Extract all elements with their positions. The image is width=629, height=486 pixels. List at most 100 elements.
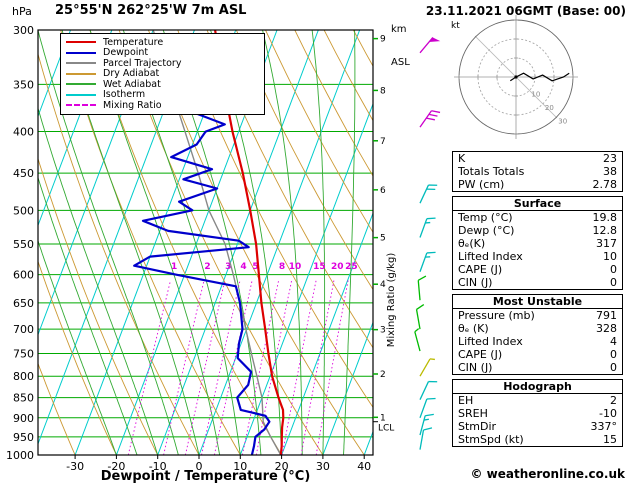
legend-item-isotherm: Isotherm — [66, 89, 259, 101]
stat-row: StmSpd (kt) 15 — [453, 433, 622, 446]
parcel-line-swatch — [66, 62, 96, 65]
most-unstable-box: Most Unstable Pressure (mb) 791 θₑ (K) 328… — [452, 294, 623, 375]
svg-text:LCL: LCL — [378, 424, 394, 434]
svg-text:600: 600 — [13, 269, 34, 282]
mixing-ratio-axis-label: Mixing Ratio (g/kg) — [386, 253, 397, 348]
section-title-most-unstable: Most Unstable — [453, 295, 622, 309]
svg-text:30: 30 — [316, 460, 330, 473]
legend-item-temperature: Temperature — [66, 37, 259, 48]
svg-text:30: 30 — [558, 117, 567, 125]
svg-text:9: 9 — [380, 35, 386, 45]
svg-text:950: 950 — [13, 431, 34, 444]
svg-text:20: 20 — [331, 262, 344, 272]
stat-row: θₑ (K) 328 — [453, 322, 622, 335]
wind-barb — [419, 397, 436, 419]
legend-label: Mixing Ratio — [103, 99, 162, 111]
svg-text:800: 800 — [13, 370, 34, 383]
stat-row: CAPE (J) 0 — [453, 263, 622, 276]
wet-adiabat-line-swatch — [66, 83, 96, 86]
svg-text:1: 1 — [171, 262, 177, 272]
svg-text:15: 15 — [313, 262, 326, 272]
stat-value: 10 — [603, 250, 617, 263]
stat-value: 0 — [610, 263, 617, 276]
section-title-hodograph: Hodograph — [453, 380, 622, 394]
indices-panel: K 23 Totals Totals 38 PW (cm) 2.78 Surface … — [452, 151, 623, 451]
dry-adiabat-line-swatch — [66, 72, 96, 75]
svg-text:kt: kt — [451, 21, 460, 31]
legend-label: Parcel Trajectory — [103, 57, 182, 69]
stat-value: 791 — [596, 309, 617, 322]
legend-label: Dewpoint — [103, 47, 149, 59]
stat-value: 12.8 — [592, 224, 618, 237]
stat-label: PW (cm) — [458, 178, 505, 191]
svg-text:25: 25 — [345, 262, 358, 272]
stat-row: StmDir 337° — [453, 420, 622, 433]
svg-text:350: 350 — [13, 78, 34, 91]
stat-row: Pressure (mb) 791 — [453, 309, 622, 322]
asl-label: ASL — [391, 57, 410, 68]
svg-text:400: 400 — [13, 126, 34, 139]
wind-barb — [414, 328, 421, 352]
svg-text:650: 650 — [13, 297, 34, 310]
stat-value: 15 — [603, 433, 617, 446]
dewpoint-curve — [133, 88, 271, 455]
stat-row: θₑ(K) 317 — [453, 237, 622, 250]
svg-text:10: 10 — [233, 460, 247, 473]
stat-value: -10 — [599, 407, 617, 420]
temperature-curve — [214, 30, 285, 455]
legend-label: Temperature — [103, 36, 164, 48]
stat-value: 2.78 — [592, 178, 618, 191]
stat-value: 23 — [603, 152, 617, 165]
wind-barb — [415, 304, 425, 330]
wind-barb — [419, 380, 438, 400]
legend-label: Isotherm — [103, 89, 146, 101]
svg-text:40: 40 — [357, 460, 371, 473]
svg-text:5: 5 — [252, 262, 258, 272]
hodograph-stats-box: Hodograph EH 2 SREH -10 StmDir 337° StmSpd … — [452, 379, 623, 447]
stat-row: CIN (J) 0 — [453, 276, 622, 289]
svg-text:6: 6 — [380, 186, 386, 196]
stat-value: 0 — [610, 276, 617, 289]
svg-text:4: 4 — [240, 262, 246, 272]
legend-item-dry-adiabat: Dry Adiabat — [66, 68, 259, 80]
stat-label: Temp (°C) — [458, 211, 513, 224]
stat-row: Totals Totals 38 — [453, 165, 622, 178]
wind-barb — [417, 275, 427, 301]
surface-box: Surface Temp (°C) 19.8 Dewp (°C) 12.8 θₑ(K… — [452, 196, 623, 290]
hodograph: 10 20 30 kt — [451, 15, 578, 139]
stat-label: K — [458, 152, 466, 165]
stat-label: CAPE (J) — [458, 348, 503, 361]
altitude-unit-label: km ASL — [391, 2, 410, 90]
stat-row: Lifted Index 4 — [453, 335, 622, 348]
stat-label: SREH — [458, 407, 488, 420]
svg-text:8: 8 — [279, 262, 285, 272]
wind-barb — [419, 184, 438, 204]
stat-label: Lifted Index — [458, 335, 523, 348]
stat-label: Dewp (°C) — [458, 224, 515, 237]
stat-value: 19.8 — [592, 211, 618, 224]
svg-text:-30: -30 — [66, 460, 84, 473]
stat-row: CAPE (J) 0 — [453, 348, 622, 361]
svg-text:2: 2 — [380, 370, 386, 380]
svg-text:8: 8 — [380, 86, 386, 96]
svg-text:850: 850 — [13, 392, 34, 405]
wind-barb — [419, 251, 436, 272]
stat-value: 337° — [590, 420, 618, 433]
stat-row: SREH -10 — [453, 407, 622, 420]
stat-label: CIN (J) — [458, 276, 493, 289]
stat-value: 2 — [610, 394, 617, 407]
legend-item-wet-adiabat: Wet Adiabat — [66, 79, 259, 90]
legend-label: Dry Adiabat — [103, 68, 160, 80]
svg-text:3: 3 — [380, 326, 386, 336]
stat-label: Totals Totals — [458, 165, 525, 178]
svg-text:20: 20 — [545, 104, 554, 112]
stat-label: CIN (J) — [458, 361, 493, 374]
svg-text:10: 10 — [289, 262, 302, 272]
svg-text:1000: 1000 — [6, 449, 34, 462]
stat-row: Dewp (°C) 12.8 — [453, 224, 622, 237]
svg-text:5: 5 — [380, 234, 386, 244]
svg-text:20: 20 — [275, 460, 289, 473]
svg-text:4: 4 — [380, 280, 386, 290]
km-label: km — [391, 24, 407, 35]
